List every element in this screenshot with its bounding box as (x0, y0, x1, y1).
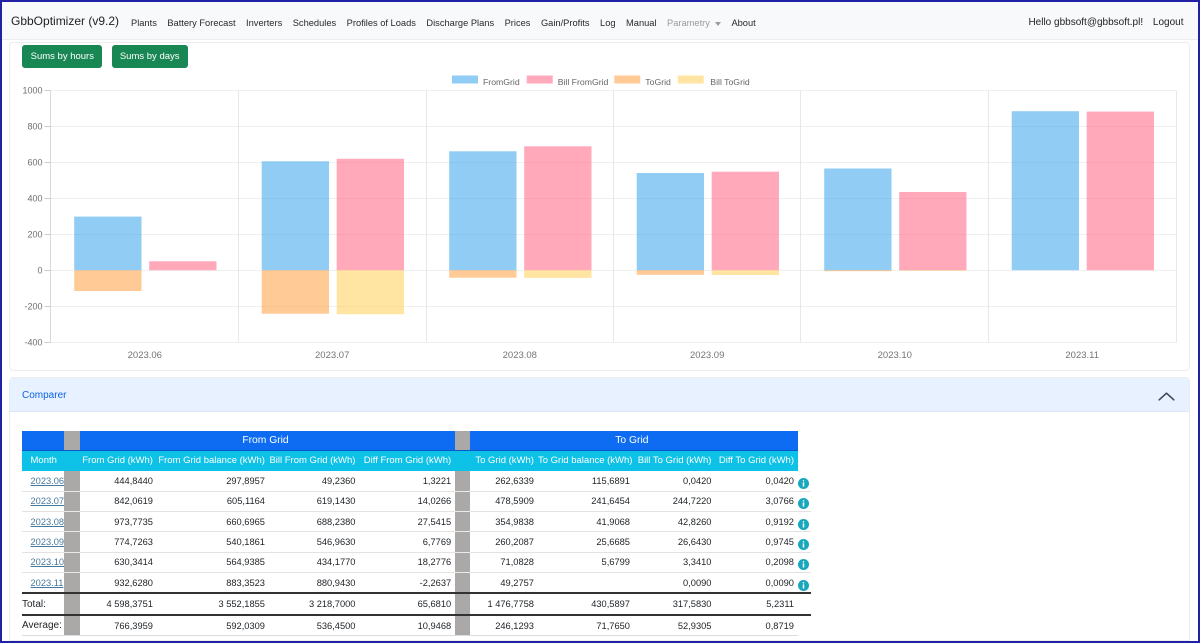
svg-text:800: 800 (27, 122, 42, 132)
svg-text:Bill ToGrid: Bill ToGrid (710, 77, 750, 87)
svg-text:ToGrid: ToGrid (645, 77, 671, 87)
svg-text:200: 200 (27, 230, 42, 240)
svg-text:2023.11: 2023.11 (1065, 350, 1099, 361)
svg-text:2023.08: 2023.08 (503, 350, 537, 361)
svg-text:Bill FromGrid: Bill FromGrid (558, 77, 609, 87)
svg-text:2023.06: 2023.06 (128, 350, 162, 361)
svg-text:2023.07: 2023.07 (315, 350, 349, 361)
svg-text:FromGrid: FromGrid (483, 77, 520, 87)
svg-text:-200: -200 (24, 302, 42, 312)
svg-text:600: 600 (27, 158, 42, 168)
svg-text:0: 0 (37, 266, 42, 276)
svg-text:400: 400 (27, 194, 42, 204)
svg-text:2023.09: 2023.09 (690, 350, 724, 361)
svg-text:2023.10: 2023.10 (878, 350, 912, 361)
svg-text:-400: -400 (24, 338, 42, 348)
svg-text:1000: 1000 (22, 86, 42, 96)
